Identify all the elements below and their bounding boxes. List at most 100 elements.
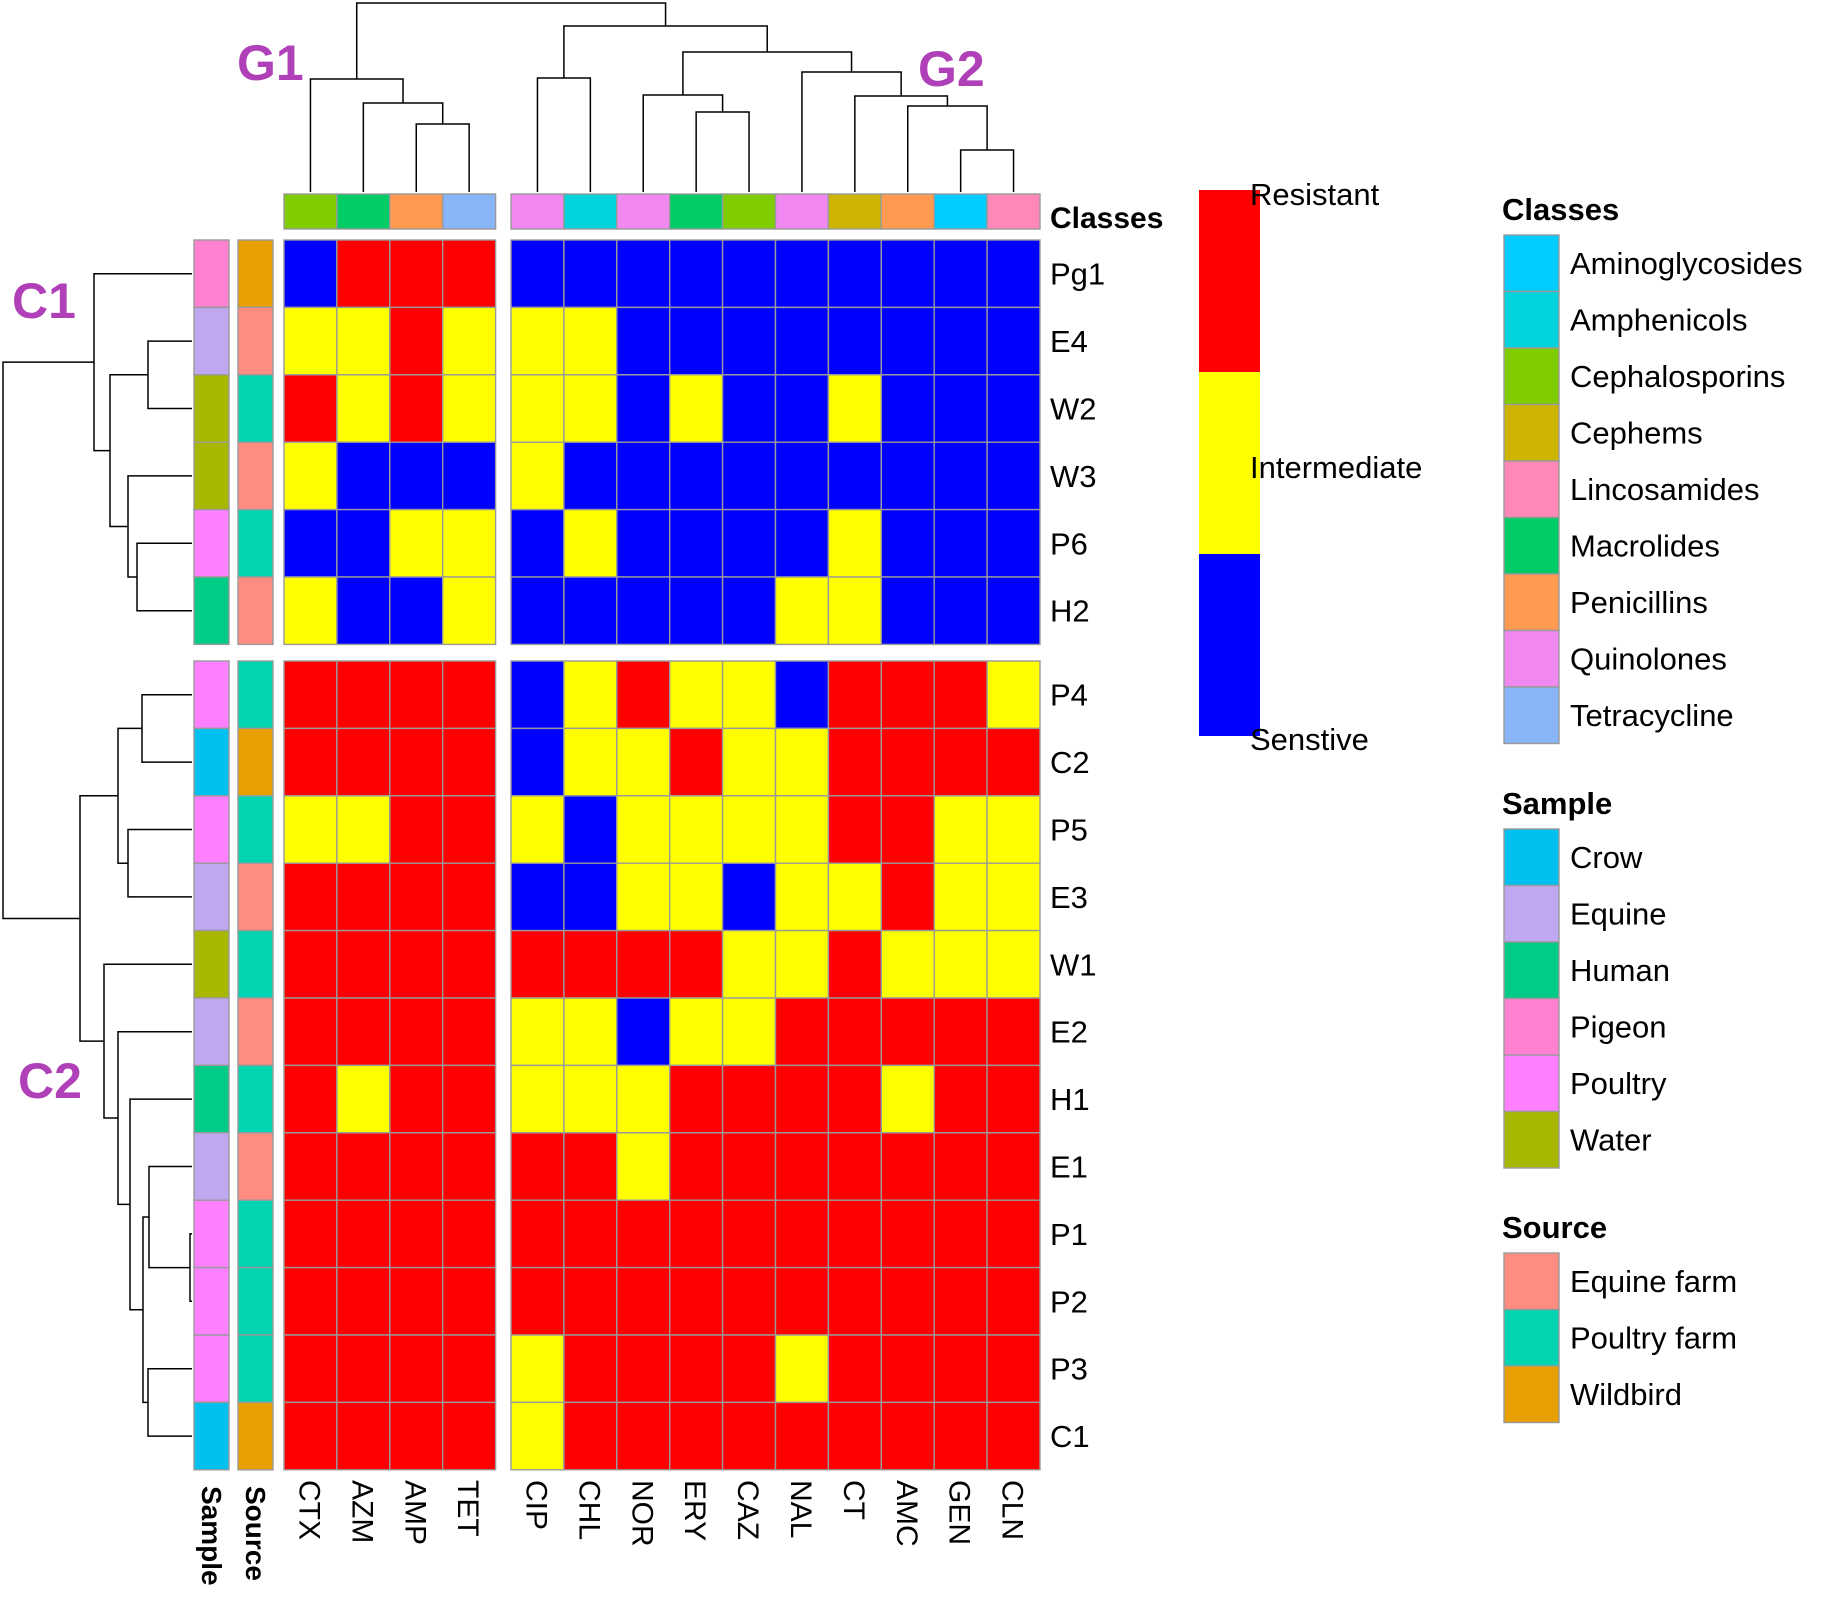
class-strip-cell-azm bbox=[336, 193, 391, 230]
legend-label-sample-poultry: Poultry bbox=[1570, 1066, 1667, 1101]
cell-w1-nal bbox=[774, 929, 830, 999]
cell-h1-ery bbox=[669, 1064, 724, 1134]
cell-e1-ery bbox=[669, 1132, 724, 1201]
class-strip-cell-ctx bbox=[283, 193, 338, 230]
source-strip-cell-p4 bbox=[237, 660, 274, 730]
class-strip-cell-ct bbox=[827, 193, 883, 230]
legend-swatch-classes-penicillins bbox=[1503, 573, 1560, 632]
cell-p6-tet bbox=[442, 508, 497, 578]
row-label-p2: P2 bbox=[1050, 1284, 1088, 1319]
cell-p3-cln bbox=[986, 1334, 1041, 1404]
cell-w1-cln bbox=[986, 929, 1041, 999]
cell-e4-azm bbox=[336, 306, 391, 376]
cell-w1-tet bbox=[442, 929, 497, 999]
row-merge-h1 bbox=[129, 1098, 192, 1311]
column-dendrogram bbox=[309, 2, 1015, 192]
col-merge-azm bbox=[362, 102, 444, 192]
source-strip-cell-c1 bbox=[237, 1401, 274, 1471]
sample-strip-cell-w3 bbox=[193, 441, 230, 511]
legend-swatch-sample-crow bbox=[1503, 828, 1560, 887]
legend-label-classes-cephalosporins: Cephalosporins bbox=[1570, 359, 1785, 394]
cell-w1-amc bbox=[880, 929, 935, 999]
cell-w2-azm bbox=[336, 374, 391, 443]
col-merge-amc bbox=[907, 105, 988, 192]
cell-w3-cip bbox=[510, 441, 565, 511]
cell-e2-amc bbox=[880, 997, 935, 1067]
row-merge-p5-e3 bbox=[127, 828, 192, 898]
cell-h2-ct bbox=[827, 576, 883, 646]
colorbar-sensitive bbox=[1199, 554, 1260, 736]
row-label-w2: W2 bbox=[1050, 392, 1097, 427]
row-label-h2: H2 bbox=[1050, 594, 1090, 629]
legend-label-sample-pigeon: Pigeon bbox=[1570, 1010, 1667, 1045]
cell-h2-cip bbox=[510, 576, 565, 646]
cell-e1-gen bbox=[933, 1132, 988, 1201]
cell-e2-ery bbox=[669, 997, 724, 1067]
source-strip-cell-w2 bbox=[237, 374, 274, 443]
cell-e3-ct bbox=[827, 862, 883, 932]
cell-pg1-nor bbox=[616, 239, 671, 309]
row-label-p5: P5 bbox=[1050, 813, 1088, 848]
cell-e2-cln bbox=[986, 997, 1041, 1067]
cell-h2-azm bbox=[336, 576, 391, 646]
cell-w3-ctx bbox=[283, 441, 338, 511]
source-strip-cell-w3 bbox=[237, 441, 274, 511]
cell-e4-chl bbox=[563, 306, 618, 376]
source-strip-cell-h2 bbox=[237, 576, 274, 646]
column-label-caz: CAZ bbox=[731, 1480, 764, 1540]
cell-p2-tet bbox=[442, 1266, 497, 1336]
cell-e1-nal bbox=[774, 1132, 830, 1201]
cell-c2-nor bbox=[616, 727, 671, 797]
col-merge-ery-caz bbox=[695, 111, 750, 192]
cell-p4-cln bbox=[986, 660, 1041, 730]
cell-p6-nal bbox=[774, 508, 830, 578]
cell-pg1-cip bbox=[510, 239, 565, 309]
column-label-ct: CT bbox=[837, 1480, 870, 1520]
class-strip-cell-cln bbox=[986, 193, 1041, 230]
source-strip-cell-e4 bbox=[237, 306, 274, 376]
row-merge-e1 bbox=[148, 1165, 192, 1269]
row-label-e3: E3 bbox=[1050, 880, 1088, 915]
cell-p1-gen bbox=[933, 1199, 988, 1269]
cell-p6-ctx bbox=[283, 508, 338, 578]
cell-p4-ery bbox=[669, 660, 724, 730]
cell-pg1-azm bbox=[336, 239, 391, 309]
legend-swatch-classes-cephems bbox=[1503, 403, 1560, 462]
row-label-e2: E2 bbox=[1050, 1015, 1088, 1050]
cell-h2-chl bbox=[563, 576, 618, 646]
cell-pg1-nal bbox=[774, 239, 830, 309]
column-label-tet: TET bbox=[451, 1480, 484, 1537]
cell-p2-nal bbox=[774, 1266, 830, 1336]
cell-h2-nor bbox=[616, 576, 671, 646]
legend-label-sample-human: Human bbox=[1570, 953, 1670, 988]
legend-label-classes-aminoglycosides: Aminoglycosides bbox=[1570, 246, 1803, 281]
row-merge-e2 bbox=[117, 1030, 192, 1206]
cell-e4-cln bbox=[986, 306, 1041, 376]
cell-p2-caz bbox=[721, 1266, 777, 1336]
cell-p5-cln bbox=[986, 795, 1041, 864]
column-label-chl: CHL bbox=[572, 1480, 605, 1540]
legend-swatch-classes-quinolones bbox=[1503, 629, 1560, 688]
sample-strip-label: Sample bbox=[196, 1486, 227, 1586]
cell-c2-caz bbox=[721, 727, 777, 797]
cell-p6-amc bbox=[880, 508, 935, 578]
cell-e1-caz bbox=[721, 1132, 777, 1201]
cell-pg1-gen bbox=[933, 239, 988, 309]
cell-p2-cip bbox=[510, 1266, 565, 1336]
cell-c2-gen bbox=[933, 727, 988, 797]
cell-p1-ery bbox=[669, 1199, 724, 1269]
cell-p2-azm bbox=[336, 1266, 391, 1336]
class-strip-cell-ery bbox=[669, 193, 724, 230]
cell-e1-amp bbox=[389, 1132, 444, 1201]
cell-w2-ct bbox=[827, 374, 883, 443]
cell-c1-chl bbox=[563, 1401, 618, 1471]
sample-strip-cell-c1 bbox=[193, 1401, 230, 1471]
cell-e3-tet bbox=[442, 862, 497, 932]
cell-pg1-ctx bbox=[283, 239, 338, 309]
group-label-c2: C2 bbox=[18, 1053, 82, 1109]
cell-p2-cln bbox=[986, 1266, 1041, 1336]
cell-c2-tet bbox=[442, 727, 497, 797]
cell-h2-amp bbox=[389, 576, 444, 646]
group-label-c1: C1 bbox=[12, 273, 76, 329]
legend-swatch-classes-aminoglycosides bbox=[1503, 234, 1560, 293]
